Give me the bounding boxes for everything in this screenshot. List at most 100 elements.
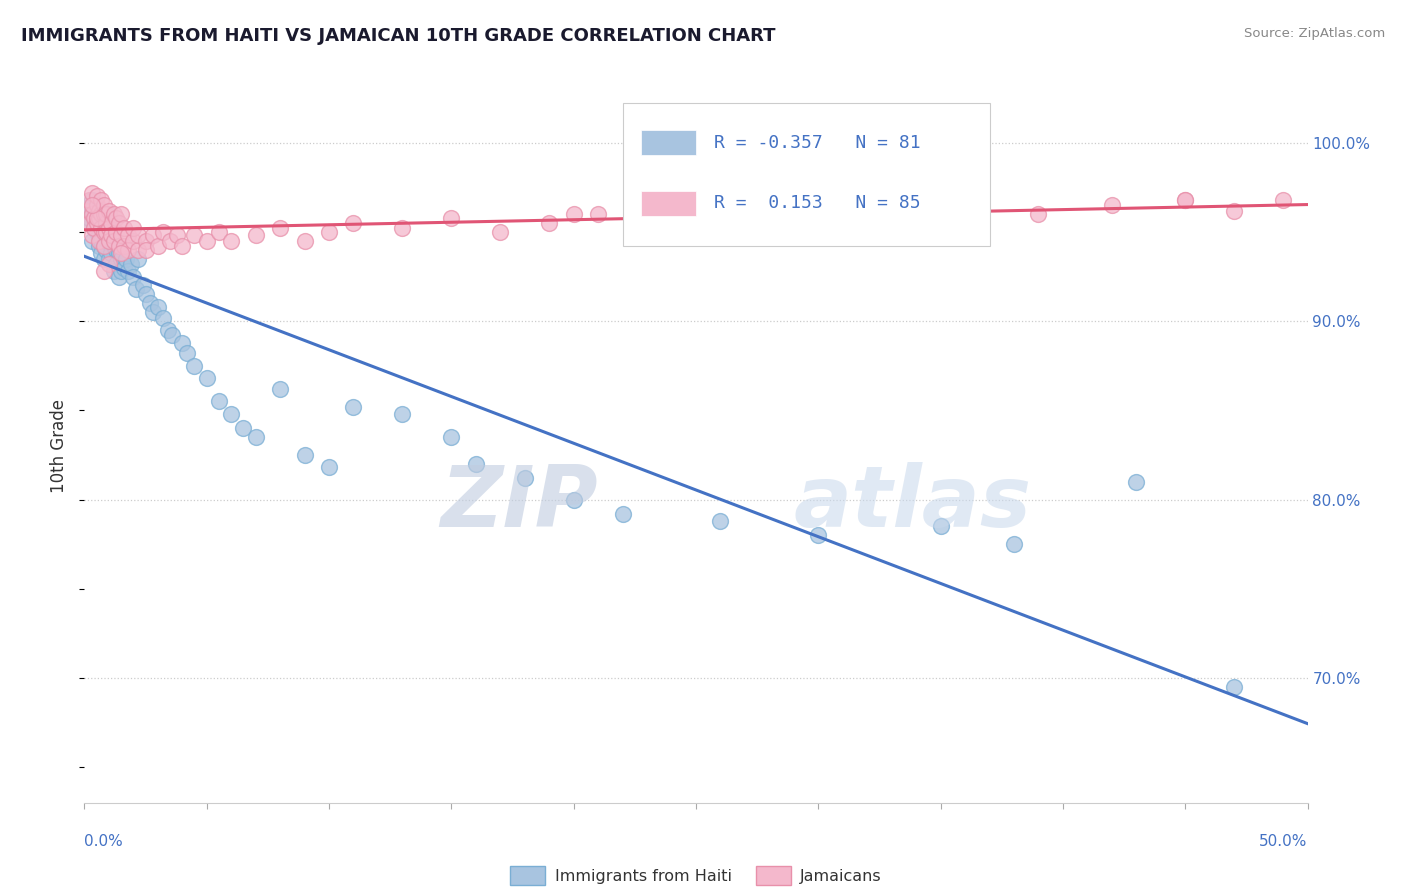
- Point: [208, 225, 231, 239]
- Point: [93, 216, 115, 230]
- Point: [97, 252, 120, 266]
- Point: [127, 243, 149, 257]
- Point: [107, 269, 129, 284]
- Point: [1174, 193, 1197, 207]
- Point: [76, 207, 98, 221]
- Point: [107, 246, 129, 260]
- Point: [195, 371, 218, 385]
- Point: [294, 234, 316, 248]
- Point: [117, 228, 139, 243]
- Point: [513, 471, 536, 485]
- Point: [97, 234, 120, 248]
- Point: [219, 234, 242, 248]
- Point: [1125, 475, 1147, 489]
- Point: [135, 243, 157, 257]
- Point: [219, 407, 242, 421]
- Point: [105, 211, 128, 225]
- Point: [90, 211, 112, 225]
- Point: [122, 234, 145, 248]
- Point: [83, 211, 105, 225]
- Point: [86, 189, 108, 203]
- Point: [709, 514, 731, 528]
- Point: [1272, 193, 1295, 207]
- Point: [538, 216, 561, 230]
- Point: [1223, 680, 1246, 694]
- Point: [245, 430, 267, 444]
- Point: [166, 228, 188, 243]
- Point: [77, 193, 100, 207]
- Text: R =  0.153   N = 85: R = 0.153 N = 85: [714, 194, 921, 212]
- Point: [105, 243, 128, 257]
- Point: [391, 407, 413, 421]
- Point: [105, 257, 128, 271]
- Point: [110, 252, 132, 266]
- Point: [391, 221, 413, 235]
- Point: [83, 207, 105, 221]
- Point: [93, 225, 115, 239]
- Point: [86, 216, 108, 230]
- Point: [183, 228, 205, 243]
- Point: [105, 225, 128, 239]
- Point: [93, 252, 115, 266]
- Point: [464, 457, 486, 471]
- Point: [90, 234, 112, 248]
- Point: [127, 252, 149, 266]
- Point: [90, 193, 112, 207]
- Point: [100, 234, 122, 248]
- Point: [294, 448, 316, 462]
- Point: [87, 239, 110, 253]
- Point: [1101, 198, 1123, 212]
- Point: [97, 221, 120, 235]
- Point: [103, 264, 125, 278]
- Point: [87, 211, 110, 225]
- Point: [87, 207, 110, 221]
- Text: R = -0.357   N = 81: R = -0.357 N = 81: [714, 134, 921, 152]
- Point: [86, 225, 108, 239]
- Text: Source: ZipAtlas.com: Source: ZipAtlas.com: [1244, 27, 1385, 40]
- Point: [146, 300, 169, 314]
- Text: atlas: atlas: [794, 461, 1032, 545]
- Point: [318, 460, 340, 475]
- Point: [489, 225, 512, 239]
- Point: [245, 228, 267, 243]
- Point: [80, 186, 103, 200]
- Point: [107, 216, 129, 230]
- Point: [87, 228, 110, 243]
- Point: [232, 421, 254, 435]
- Point: [342, 400, 364, 414]
- Point: [139, 296, 162, 310]
- Point: [636, 216, 658, 230]
- Point: [90, 221, 112, 235]
- Point: [127, 228, 149, 243]
- Point: [112, 221, 135, 235]
- Point: [96, 207, 118, 221]
- Point: [97, 203, 120, 218]
- Point: [86, 211, 108, 225]
- Point: [97, 207, 120, 221]
- Point: [80, 193, 103, 207]
- Point: [612, 507, 634, 521]
- Point: [807, 203, 830, 218]
- Point: [142, 305, 165, 319]
- Point: [103, 239, 125, 253]
- Point: [110, 207, 132, 221]
- Point: [83, 221, 105, 235]
- Point: [97, 235, 120, 250]
- Point: [110, 246, 132, 260]
- Point: [87, 234, 110, 248]
- Point: [103, 234, 125, 248]
- Point: [93, 264, 115, 278]
- Point: [156, 323, 179, 337]
- Point: [159, 234, 181, 248]
- Point: [103, 207, 125, 221]
- Point: [96, 228, 118, 243]
- Point: [117, 264, 139, 278]
- Text: 50.0%: 50.0%: [1260, 834, 1308, 849]
- Point: [929, 519, 952, 533]
- Point: [80, 203, 103, 218]
- Point: [90, 221, 112, 235]
- Point: [117, 243, 139, 257]
- Point: [269, 382, 291, 396]
- Point: [440, 211, 463, 225]
- Point: [208, 394, 231, 409]
